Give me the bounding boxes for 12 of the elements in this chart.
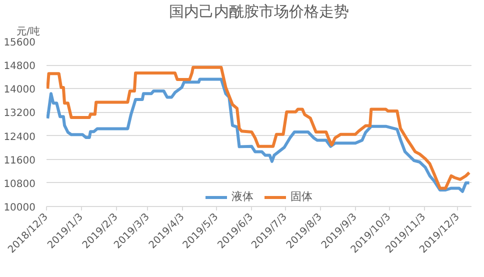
- chart-title: 国内己内酰胺市场价格走势: [169, 2, 349, 20]
- y-tick-label: 11600: [4, 155, 36, 166]
- y-axis-title: 元/吨: [16, 26, 40, 38]
- y-tick-label: 10000: [4, 202, 36, 214]
- y-tick-label: 15600: [4, 38, 36, 48]
- y-tick-label: 14800: [4, 61, 36, 72]
- y-tick-label: 13200: [4, 108, 36, 120]
- legend-label: 固体: [290, 189, 312, 204]
- y-tick-label: 10800: [4, 178, 36, 190]
- y-tick-label: 14000: [4, 84, 36, 96]
- legend-label: 液体: [232, 189, 254, 204]
- y-tick-label: 12400: [4, 132, 36, 143]
